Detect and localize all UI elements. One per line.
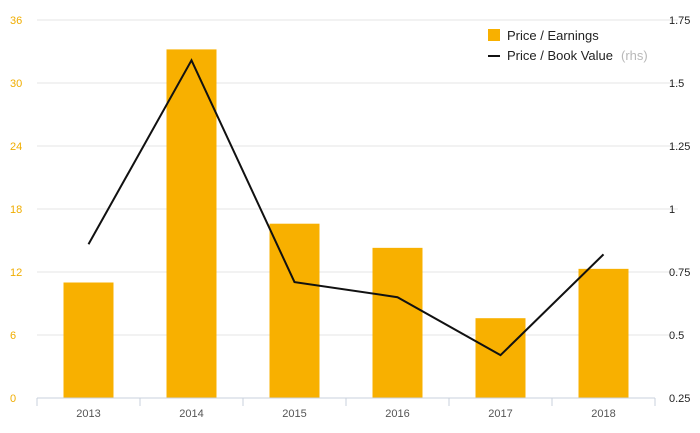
bar-price-earnings-2017 <box>475 318 526 398</box>
legend-label-price-book: Price / Book Value (rhs) <box>507 47 648 64</box>
bar-price-earnings-2013 <box>63 282 114 398</box>
y-left-tick-label: 24 <box>10 141 22 153</box>
bar-price-earnings-2016 <box>372 247 423 398</box>
x-tick-label: 2015 <box>282 408 306 420</box>
bar-price-earnings-2015 <box>269 223 320 398</box>
x-axis <box>36 397 656 406</box>
x-tick-label: 2017 <box>488 408 512 420</box>
x-tick-label: 2016 <box>385 408 409 420</box>
bar-price-earnings-2014 <box>166 49 217 399</box>
y-left-tick-label: 36 <box>10 15 22 27</box>
line-price-book-value <box>87 58 605 357</box>
y-right-tick-label: 0.5 <box>669 330 684 342</box>
x-tick-label: 2014 <box>179 408 203 420</box>
y-right-tick-label: 0.25 <box>669 393 690 405</box>
y-left-tick-label: 0 <box>10 393 16 405</box>
y-left-tick-label: 30 <box>10 78 22 90</box>
y-right-tick-label: 1.5 <box>669 78 684 90</box>
y-right-tick-label: 1.75 <box>669 15 690 27</box>
y-left-tick-label: 6 <box>10 330 16 342</box>
y-right-tick-label: 1.25 <box>669 141 690 153</box>
legend: Price / Earnings Price / Book Value (rhs… <box>488 28 648 64</box>
y-right-tick-label: 0.75 <box>669 267 690 279</box>
legend-swatch-price-earnings <box>488 29 500 41</box>
bar-series <box>63 49 629 399</box>
y-left-tick-label: 18 <box>10 204 22 216</box>
y-right-tick-label: 1 <box>669 204 675 216</box>
x-tick-label: 2018 <box>591 408 615 420</box>
line-series <box>87 58 605 357</box>
y-left-tick-label: 12 <box>10 267 22 279</box>
x-tick-label: 2013 <box>76 408 100 420</box>
bar-price-earnings-2018 <box>578 268 629 398</box>
tick-labels: 0 6 12 18 24 30 36 0.25 0.5 0.75 1 1.25 1.5 1.75 2013 2… <box>10 15 690 420</box>
legend-label-price-earnings: Price / Earnings <box>507 28 599 43</box>
